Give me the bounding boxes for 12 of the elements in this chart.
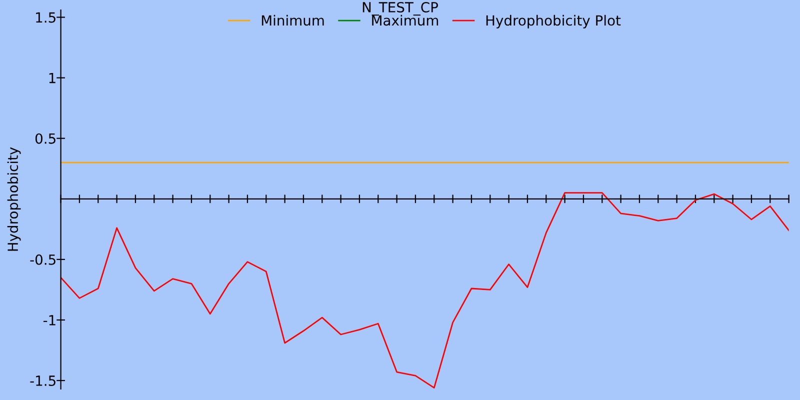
y-tick-label: -0.5 bbox=[30, 254, 56, 265]
y-tick-label: -1.5 bbox=[30, 376, 56, 386]
chart-title: N_TEST_CP bbox=[362, 2, 438, 16]
y-tick-label: 1.5 bbox=[36, 12, 56, 23]
line-series bbox=[60, 192, 789, 388]
legend-label: Minimum bbox=[262, 14, 324, 26]
y-tick-label: 0.5 bbox=[35, 133, 56, 144]
y-axis-title: Hydrophobicity bbox=[7, 147, 21, 251]
y-tick-label: -1 bbox=[43, 315, 56, 326]
legend-label: Maximum bbox=[372, 14, 438, 26]
y-tick-label: 1 bbox=[49, 72, 56, 84]
legend-label: Hydrophobicity Plot bbox=[486, 14, 621, 28]
